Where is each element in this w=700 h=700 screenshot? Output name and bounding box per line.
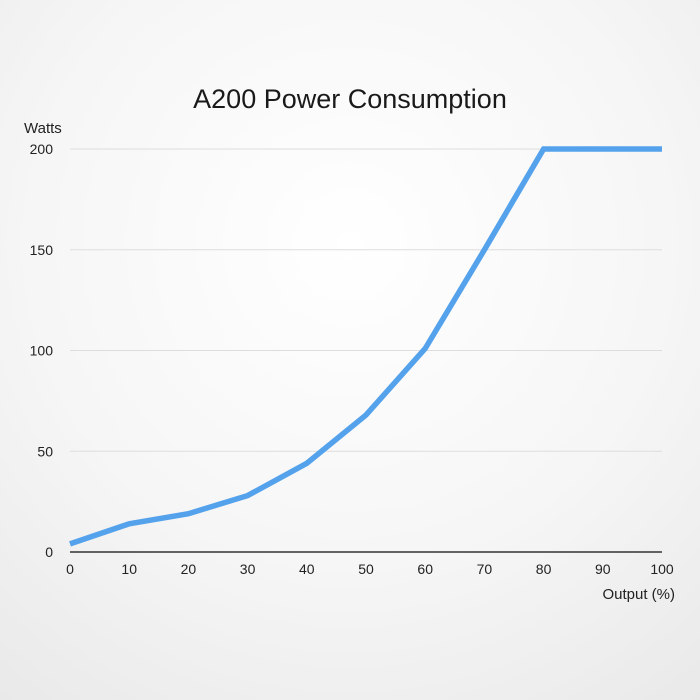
x-tick-label: 40 [299, 561, 315, 577]
x-tick-label: 20 [181, 561, 197, 577]
y-tick-label: 0 [45, 544, 53, 560]
data-point [68, 541, 73, 546]
data-point [304, 461, 309, 466]
data-point [245, 493, 250, 498]
y-tick-label: 150 [30, 242, 54, 258]
x-tick-label: 10 [121, 561, 137, 577]
x-tick-label: 90 [595, 561, 611, 577]
data-point [660, 147, 665, 152]
y-tick-label: 50 [37, 443, 53, 459]
data-point [482, 247, 487, 252]
series-layer [68, 146, 665, 547]
grid-lines [70, 148, 662, 452]
data-point [186, 511, 191, 516]
data-point [423, 346, 428, 351]
y-tick-label: 100 [30, 343, 54, 359]
tick-labels: 0 50 100 150 200 0 10 20 30 40 50 60 70 80 90 100 [30, 141, 674, 577]
chart-title: A200 Power Consumption [193, 84, 507, 114]
data-point [364, 412, 369, 417]
series-line-0 [69, 146, 662, 547]
x-tick-label: 100 [650, 561, 674, 577]
data-point [600, 147, 605, 152]
x-tick-label: 30 [240, 561, 256, 577]
x-tick-label: 70 [477, 561, 493, 577]
y-axis-label: Watts [24, 120, 62, 137]
x-tick-label: 50 [358, 561, 374, 577]
x-tick-label: 0 [66, 561, 74, 577]
y-tick-label: 200 [30, 141, 54, 157]
data-point [127, 521, 132, 526]
x-axis-label: Output (%) [602, 586, 675, 603]
x-tick-label: 60 [417, 561, 433, 577]
x-tick-label: 80 [536, 561, 552, 577]
data-point [541, 147, 546, 152]
